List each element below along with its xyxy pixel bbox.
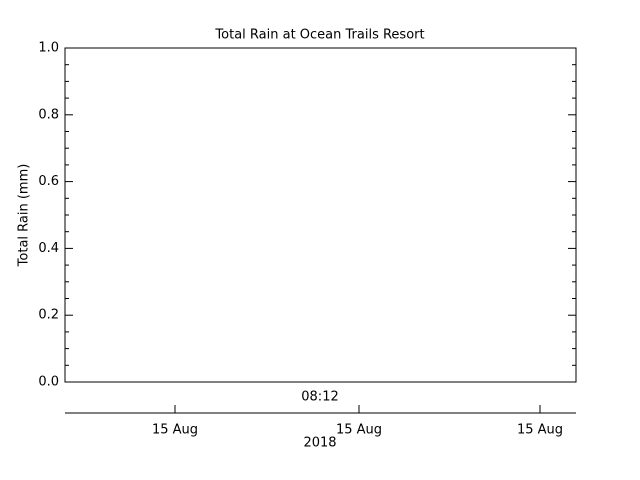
y-tick-label: 0.0 xyxy=(38,375,59,390)
y-tick-label: 0.8 xyxy=(38,107,59,122)
time-label: 08:12 xyxy=(301,390,338,405)
y-tick-label: 0.6 xyxy=(38,174,59,189)
y-axis-label: Total Rain (mm) xyxy=(17,164,32,268)
date-tick-label: 15 Aug xyxy=(517,423,563,438)
y-tick-label: 0.4 xyxy=(38,241,59,256)
y-tick-label: 1.0 xyxy=(38,41,59,56)
date-tick-label: 15 Aug xyxy=(152,423,198,438)
y-tick-label: 0.2 xyxy=(38,308,59,323)
year-label: 2018 xyxy=(303,436,336,451)
date-tick-label: 15 Aug xyxy=(336,423,382,438)
chart-title: Total Rain at Ocean Trails Resort xyxy=(214,28,424,43)
